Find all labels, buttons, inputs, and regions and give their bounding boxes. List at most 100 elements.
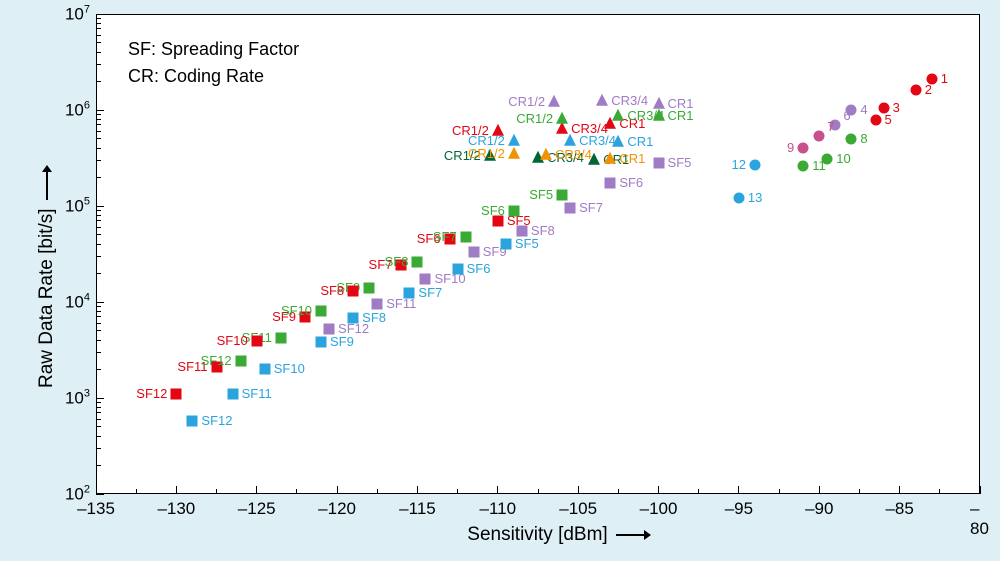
x-tick-label: –90 bbox=[805, 499, 833, 519]
x-minor-tick bbox=[216, 489, 217, 494]
data-point-label: 9 bbox=[787, 141, 794, 154]
x-tick-label: –80 bbox=[970, 499, 990, 539]
y-minor-tick bbox=[96, 160, 101, 161]
y-minor-tick bbox=[96, 81, 101, 82]
y-minor-tick bbox=[96, 138, 101, 139]
data-point bbox=[235, 356, 246, 367]
x-minor-tick bbox=[377, 489, 378, 494]
y-minor-tick bbox=[96, 28, 101, 29]
data-point-label: SF5 bbox=[668, 156, 692, 169]
data-point-label: SF8 bbox=[531, 224, 555, 237]
y-tick bbox=[96, 206, 104, 207]
data-point-label: CR1 bbox=[668, 109, 694, 122]
x-tick bbox=[578, 486, 579, 494]
arrow-icon bbox=[40, 164, 54, 201]
legend-line: SF: Spreading Factor bbox=[128, 36, 299, 63]
data-point-label: SF10 bbox=[274, 362, 305, 375]
y-axis-title: Raw Data Rate [bit/s] bbox=[36, 164, 58, 389]
x-minor-tick bbox=[538, 489, 539, 494]
x-axis-label-text: Sensitivity [dBm] bbox=[467, 524, 607, 546]
legend-line: CR: Coding Rate bbox=[128, 63, 299, 90]
data-point-label: CR3/4 bbox=[611, 94, 648, 107]
y-tick-label: 104 bbox=[56, 292, 90, 313]
y-minor-tick bbox=[96, 273, 101, 274]
y-tick bbox=[96, 14, 104, 15]
data-point-label: CR1 bbox=[619, 152, 645, 165]
x-tick-label: –85 bbox=[885, 499, 913, 519]
data-point bbox=[404, 287, 415, 298]
data-point bbox=[540, 148, 552, 160]
data-point-label: SF7 bbox=[418, 286, 442, 299]
data-point-label: 5 bbox=[885, 113, 892, 126]
data-point bbox=[557, 190, 568, 201]
data-point bbox=[870, 115, 881, 126]
data-point-label: SF5 bbox=[515, 237, 539, 250]
legend-text: Spreading Factor bbox=[156, 39, 299, 59]
data-point bbox=[275, 333, 286, 344]
data-point bbox=[412, 257, 423, 268]
y-minor-tick bbox=[96, 18, 101, 19]
y-minor-tick bbox=[96, 256, 101, 257]
x-tick-label: –125 bbox=[238, 499, 276, 519]
arrow-icon bbox=[616, 528, 653, 542]
data-point bbox=[316, 337, 327, 348]
x-minor-tick bbox=[698, 489, 699, 494]
y-minor-tick bbox=[96, 436, 101, 437]
data-point bbox=[612, 135, 624, 147]
data-point bbox=[733, 193, 744, 204]
data-point-label: SF11 bbox=[242, 387, 272, 400]
y-axis-label-text: Raw Data Rate [bit/s] bbox=[36, 209, 58, 389]
data-point bbox=[316, 306, 327, 317]
data-point-label: SF6 bbox=[619, 176, 643, 189]
data-point-label: CR1/2 bbox=[508, 95, 545, 108]
y-minor-tick bbox=[96, 448, 101, 449]
data-point bbox=[798, 143, 809, 154]
data-point bbox=[605, 177, 616, 188]
y-minor-tick bbox=[96, 114, 101, 115]
y-minor-tick bbox=[96, 407, 101, 408]
y-minor-tick bbox=[96, 177, 101, 178]
data-point bbox=[251, 336, 262, 347]
y-tick-label: 103 bbox=[56, 388, 90, 409]
y-minor-tick bbox=[96, 465, 101, 466]
y-minor-tick bbox=[96, 52, 101, 53]
data-point bbox=[372, 299, 383, 310]
data-point bbox=[452, 264, 463, 275]
x-tick bbox=[337, 486, 338, 494]
data-point bbox=[187, 415, 198, 426]
y-minor-tick bbox=[96, 323, 101, 324]
x-tick-label: –120 bbox=[318, 499, 356, 519]
data-point-label: SF7 bbox=[433, 230, 457, 243]
data-point-label: SF5 bbox=[529, 188, 553, 201]
y-minor-tick bbox=[96, 35, 101, 36]
y-minor-tick bbox=[96, 306, 101, 307]
x-tick-label: –105 bbox=[559, 499, 597, 519]
data-point-label: 7 bbox=[827, 120, 834, 133]
y-minor-tick bbox=[96, 311, 101, 312]
y-minor-tick bbox=[96, 148, 101, 149]
data-point-label: SF7 bbox=[579, 201, 603, 214]
data-point-label: SF10 bbox=[217, 334, 248, 347]
y-minor-tick bbox=[96, 42, 101, 43]
data-point bbox=[588, 153, 600, 165]
y-minor-tick bbox=[96, 340, 101, 341]
data-point bbox=[653, 158, 664, 169]
data-point bbox=[596, 93, 608, 105]
data-point bbox=[227, 389, 238, 400]
data-point bbox=[814, 131, 825, 142]
data-point bbox=[556, 112, 568, 124]
x-minor-tick bbox=[457, 489, 458, 494]
x-tick bbox=[738, 486, 739, 494]
y-minor-tick bbox=[96, 244, 101, 245]
data-point bbox=[460, 231, 471, 242]
y-minor-tick bbox=[96, 330, 101, 331]
y-minor-tick bbox=[96, 426, 101, 427]
data-point bbox=[565, 203, 576, 214]
x-tick bbox=[899, 486, 900, 494]
data-point-label: SF12 bbox=[136, 387, 167, 400]
x-tick bbox=[256, 486, 257, 494]
x-tick-label: –115 bbox=[399, 499, 436, 519]
data-point-label: 3 bbox=[893, 101, 900, 114]
data-point bbox=[508, 147, 520, 159]
data-point bbox=[548, 95, 560, 107]
